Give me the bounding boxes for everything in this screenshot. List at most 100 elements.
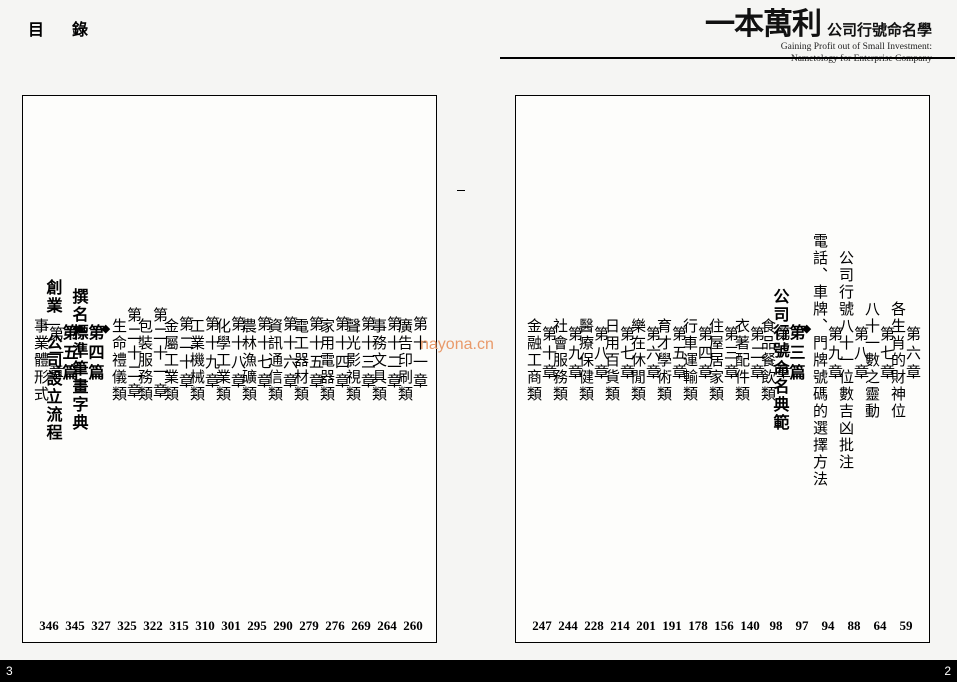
entry-pagenum: 269 <box>348 618 374 634</box>
entry-head-text: 第二十章 <box>177 316 193 392</box>
entry-head: 第七章 <box>618 326 633 383</box>
entry-head-text: 第十一章 <box>411 316 427 392</box>
entry-head-text: 第十五章 <box>307 316 323 392</box>
right_page-entry: ◆第三篇公司行號命名典範︙︙︙︙︙︙︙︙︙︙︙︙︙︙︙︙︙︙︙︙︙︙︙︙︙︙︙︙… <box>789 118 815 602</box>
entry-head-text: 第四章 <box>696 326 712 383</box>
entry-pagenum: 191 <box>659 618 685 634</box>
entry-head-text: 第五章 <box>670 326 686 383</box>
right_page-entry: 第一章食品餐飲類︙︙︙︙︙︙︙︙︙︙︙︙︙︙︙︙︙︙︙︙︙︙︙︙︙︙︙︙︙︙ <box>763 118 789 602</box>
entry-pagenum: 276 <box>322 618 348 634</box>
page-edge <box>457 190 465 215</box>
entry-pagenum: 295 <box>244 618 270 634</box>
brand-subtitle: 公司行號命名學 <box>827 19 932 40</box>
entry-head: ◆第三篇 <box>787 324 815 384</box>
left_page-entry: 第十三章聲光影視類︙︙︙︙︙︙︙︙︙︙︙︙︙︙︙︙︙︙︙︙︙︙︙︙︙︙︙︙︙︙ <box>348 118 374 602</box>
entry-head-text: 第六章 <box>904 326 920 383</box>
entry-head: 第一章 <box>774 326 789 383</box>
left_page-entry: 第十四章家用電器類︙︙︙︙︙︙︙︙︙︙︙︙︙︙︙︙︙︙︙︙︙︙︙︙︙︙︙︙︙︙ <box>322 118 348 602</box>
left_page-entry: 第二十二章生命禮儀類︙︙︙︙︙︙︙︙︙︙︙︙︙︙︙︙︙︙︙︙︙︙︙︙︙︙︙︙︙︙ <box>114 118 140 602</box>
entry-head-text: 第一章 <box>47 326 63 383</box>
entry-head: 第六章 <box>904 326 919 383</box>
entry-pagenum: 64 <box>867 618 893 634</box>
entry-pagenum: 325 <box>114 618 140 634</box>
entry-head-text: 第二章 <box>748 326 764 383</box>
left_page-entry: 第十七章農林漁礦類︙︙︙︙︙︙︙︙︙︙︙︙︙︙︙︙︙︙︙︙︙︙︙︙︙︙︙︙︙︙ <box>244 118 270 602</box>
brand-english-2: Nametology for Enterprise Company <box>705 54 932 64</box>
entry-pagenum: 264 <box>374 618 400 634</box>
entry-head: 第二十二章 <box>125 307 140 402</box>
entry-head: 第十四章 <box>333 316 348 392</box>
footer-page-right: 2 <box>944 664 951 678</box>
entry-head: 第二章 <box>748 326 763 383</box>
right_page-entry: 第九章電話、車牌、門牌號碼的選擇方法︙︙︙︙︙︙︙︙︙︙︙︙︙︙︙︙︙︙︙︙︙︙… <box>815 118 841 602</box>
entry-pagenum: 94 <box>815 618 841 634</box>
entry-head: 第十七章 <box>255 316 270 392</box>
entry-head: 第四章 <box>696 326 711 383</box>
entry-pagenum: 201 <box>633 618 659 634</box>
entry-head-text: 第十四章 <box>333 316 349 392</box>
brand-divider <box>500 57 955 59</box>
left_page-entry: ◆第五篇創業—公司設立流程︙︙︙︙︙︙︙︙︙︙︙︙︙︙︙︙︙︙︙︙︙︙︙︙︙︙︙… <box>62 118 88 602</box>
right_page-entry: 第十章金融工商類︙︙︙︙︙︙︙︙︙︙︙︙︙︙︙︙︙︙︙︙︙︙︙︙︙︙︙︙︙︙ <box>529 118 555 602</box>
entry-head-text: 第二十二章 <box>125 307 141 402</box>
entry-head-text: 第九章 <box>566 326 582 383</box>
entry-head-text: 第十六章 <box>281 316 297 392</box>
entry-pagenum: 279 <box>296 618 322 634</box>
left_page-entry: 第二十一章包裝服務類︙︙︙︙︙︙︙︙︙︙︙︙︙︙︙︙︙︙︙︙︙︙︙︙︙︙︙︙︙︙ <box>140 118 166 602</box>
entry-head: 第七章 <box>878 326 893 383</box>
entry-pagenum: 59 <box>893 618 919 634</box>
entry-head: 第八章 <box>852 326 867 383</box>
entry-head: ◆第四篇 <box>86 324 114 384</box>
entry-head: 第八章 <box>592 326 607 383</box>
entry-pagenum: 140 <box>737 618 763 634</box>
entry-head: 第十二章 <box>385 316 400 392</box>
footer-bar: 3 2 <box>0 660 957 682</box>
entry-pagenum: 98 <box>763 618 789 634</box>
right_page-entry: 第六章各生肖的財神位︙︙︙︙︙︙︙︙︙︙︙︙︙︙︙︙︙︙︙︙︙︙︙︙︙︙︙︙︙︙ <box>893 118 919 602</box>
entry-head: 第三章 <box>722 326 737 383</box>
entry-head: 第十一章 <box>411 316 426 392</box>
brand-main: 一本萬利 <box>705 10 821 40</box>
entry-head-text: 第九章 <box>826 326 842 383</box>
entry-head: 第十八章 <box>229 316 244 392</box>
entry-pagenum: 290 <box>270 618 296 634</box>
entry-head-text: 第八章 <box>852 326 868 383</box>
footer-page-left: 3 <box>6 664 13 678</box>
entry-pagenum: 345 <box>62 618 88 634</box>
right_page-entry: 第八章醫療保健類︙︙︙︙︙︙︙︙︙︙︙︙︙︙︙︙︙︙︙︙︙︙︙︙︙︙︙︙︙︙ <box>581 118 607 602</box>
entry-head: 第二十一章 <box>151 307 166 402</box>
entry-head-text: 第三章 <box>722 326 738 383</box>
entry-pagenum: 260 <box>400 618 426 634</box>
entry-pagenum: 178 <box>685 618 711 634</box>
entry-head: 第十六章 <box>281 316 296 392</box>
left_page-entry: 第十九章工業機械類︙︙︙︙︙︙︙︙︙︙︙︙︙︙︙︙︙︙︙︙︙︙︙︙︙︙︙︙︙︙ <box>192 118 218 602</box>
entry-head: ◆第五篇 <box>60 324 88 384</box>
left_page-entry: 第十一章廣告印刷類︙︙︙︙︙︙︙︙︙︙︙︙︙︙︙︙︙︙︙︙︙︙︙︙︙︙︙︙︙︙ <box>400 118 426 602</box>
left_page-entry: 第十二章事務文具類︙︙︙︙︙︙︙︙︙︙︙︙︙︙︙︙︙︙︙︙︙︙︙︙︙︙︙︙︙︙ <box>374 118 400 602</box>
entry-head-text: 第八章 <box>592 326 608 383</box>
watermark: nayona.cn <box>420 336 494 354</box>
diamond-icon: ◆ <box>803 324 815 335</box>
entry-pagenum: 88 <box>841 618 867 634</box>
entry-head: 第十五章 <box>307 316 322 392</box>
right_page-entry: 第七章八十一數之靈動︙︙︙︙︙︙︙︙︙︙︙︙︙︙︙︙︙︙︙︙︙︙︙︙︙︙︙︙︙︙ <box>867 118 893 602</box>
entry-pagenum: 247 <box>529 618 555 634</box>
right_page-entry: 第三章住屋居家類︙︙︙︙︙︙︙︙︙︙︙︙︙︙︙︙︙︙︙︙︙︙︙︙︙︙︙︙︙︙ <box>711 118 737 602</box>
left_page-entry: 第十八章化學工業類︙︙︙︙︙︙︙︙︙︙︙︙︙︙︙︙︙︙︙︙︙︙︙︙︙︙︙︙︙︙ <box>218 118 244 602</box>
entry-head-text: 第四篇 <box>86 324 103 384</box>
entry-pagenum: 244 <box>555 618 581 634</box>
left_page-entry: 第二十章金屬工業類︙︙︙︙︙︙︙︙︙︙︙︙︙︙︙︙︙︙︙︙︙︙︙︙︙︙︙︙︙︙ <box>166 118 192 602</box>
entry-head-text: 第七章 <box>618 326 634 383</box>
right_page-entry: 第八章公司行號八十一位數吉凶批注︙︙︙︙︙︙︙︙︙︙︙︙︙︙︙︙︙︙︙︙︙︙︙︙… <box>841 118 867 602</box>
right_page-entry: 第四章行車運輸類︙︙︙︙︙︙︙︙︙︙︙︙︙︙︙︙︙︙︙︙︙︙︙︙︙︙︙︙︙︙ <box>685 118 711 602</box>
entry-head: 第九章 <box>826 326 841 383</box>
entry-head-text: 第二十一章 <box>151 307 167 402</box>
left_page-entry: 第十六章資訊通信類︙︙︙︙︙︙︙︙︙︙︙︙︙︙︙︙︙︙︙︙︙︙︙︙︙︙︙︙︙︙ <box>270 118 296 602</box>
left-page: 第十一章廣告印刷類︙︙︙︙︙︙︙︙︙︙︙︙︙︙︙︙︙︙︙︙︙︙︙︙︙︙︙︙︙︙第… <box>22 95 437 643</box>
entry-head-text: 第六章 <box>644 326 660 383</box>
entry-head-text: 第十二章 <box>385 316 401 392</box>
right_page-entry: 第九章社會服務類︙︙︙︙︙︙︙︙︙︙︙︙︙︙︙︙︙︙︙︙︙︙︙︙︙︙︙︙︙︙ <box>555 118 581 602</box>
entry-pagenum: 346 <box>36 618 62 634</box>
right_page-entry: 第六章樂在休閒類︙︙︙︙︙︙︙︙︙︙︙︙︙︙︙︙︙︙︙︙︙︙︙︙︙︙︙︙︙︙ <box>633 118 659 602</box>
brand-english-1: Gaining Profit out of Small Investment: <box>705 42 932 52</box>
